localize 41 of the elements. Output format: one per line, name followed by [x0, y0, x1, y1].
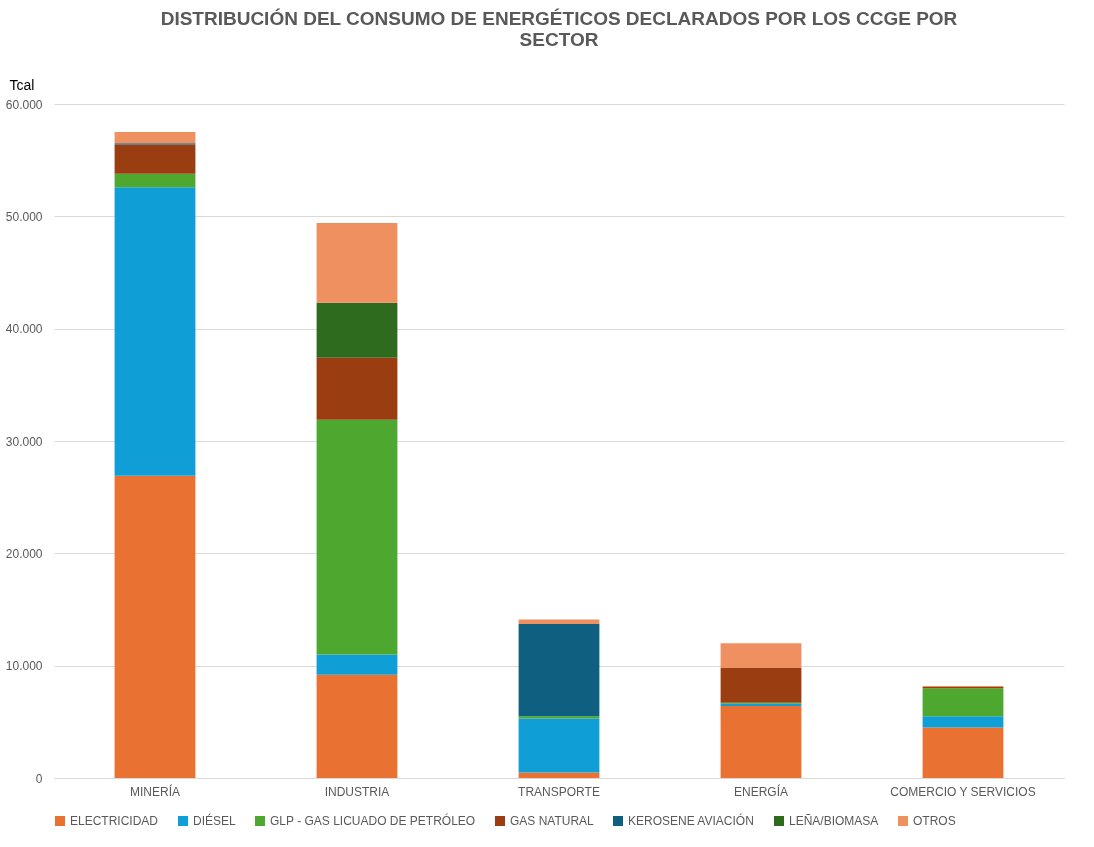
y-tick-label: 30.000 — [5, 434, 43, 449]
legend-label: GAS NATURAL — [510, 814, 595, 828]
x-tick-label: MINERÍA — [129, 783, 181, 799]
bar — [316, 302, 398, 358]
bar — [922, 716, 1004, 728]
bar — [720, 667, 802, 703]
legend-label: DIÉSEL — [193, 813, 237, 828]
y-tick-label: 60.000 — [5, 97, 43, 112]
bar — [922, 688, 1004, 717]
bar — [518, 772, 600, 778]
bar — [114, 173, 196, 188]
bar — [114, 132, 196, 144]
bar — [518, 624, 600, 717]
x-tick-label: INDUSTRIA — [324, 784, 390, 799]
x-tick-label: ENERGÍA — [733, 783, 789, 799]
legend-label: GLP - GAS LICUADO DE PETRÓLEO — [270, 813, 476, 828]
bar — [114, 475, 196, 778]
legend-label: ELECTRICIDAD — [70, 814, 159, 828]
legend-label: OTROS — [913, 814, 956, 828]
bar — [114, 144, 196, 174]
chart-title: DISTRIBUCIÓN DEL CONSUMO DE ENERGÉTICOS DECLARADOS POR LOS CCGE POR SECTOR — [160, 8, 958, 50]
bar — [316, 223, 398, 303]
bar — [720, 706, 802, 778]
x-tick-label: COMERCIO Y SERVICIOS — [890, 784, 1036, 799]
bar — [316, 419, 398, 655]
legend-label: KEROSENE AVIACIÓN — [628, 813, 754, 828]
bar — [114, 187, 196, 476]
legend-label: LEÑA/BIOMASA — [789, 814, 879, 828]
y-tick-label: 10.000 — [5, 659, 43, 674]
bar — [922, 727, 1004, 778]
x-tick-label: TRANSPORTE — [518, 784, 600, 799]
bar — [720, 643, 802, 668]
y-tick-label: 50.000 — [5, 209, 43, 224]
bar — [316, 654, 398, 675]
y-axis-title: Tcal — [9, 76, 35, 93]
y-tick-label: 0 — [35, 771, 43, 786]
y-tick-label: 20.000 — [5, 546, 43, 561]
bar — [316, 674, 398, 778]
bar — [316, 357, 398, 420]
bar — [518, 718, 600, 773]
y-tick-label: 40.000 — [5, 322, 43, 337]
